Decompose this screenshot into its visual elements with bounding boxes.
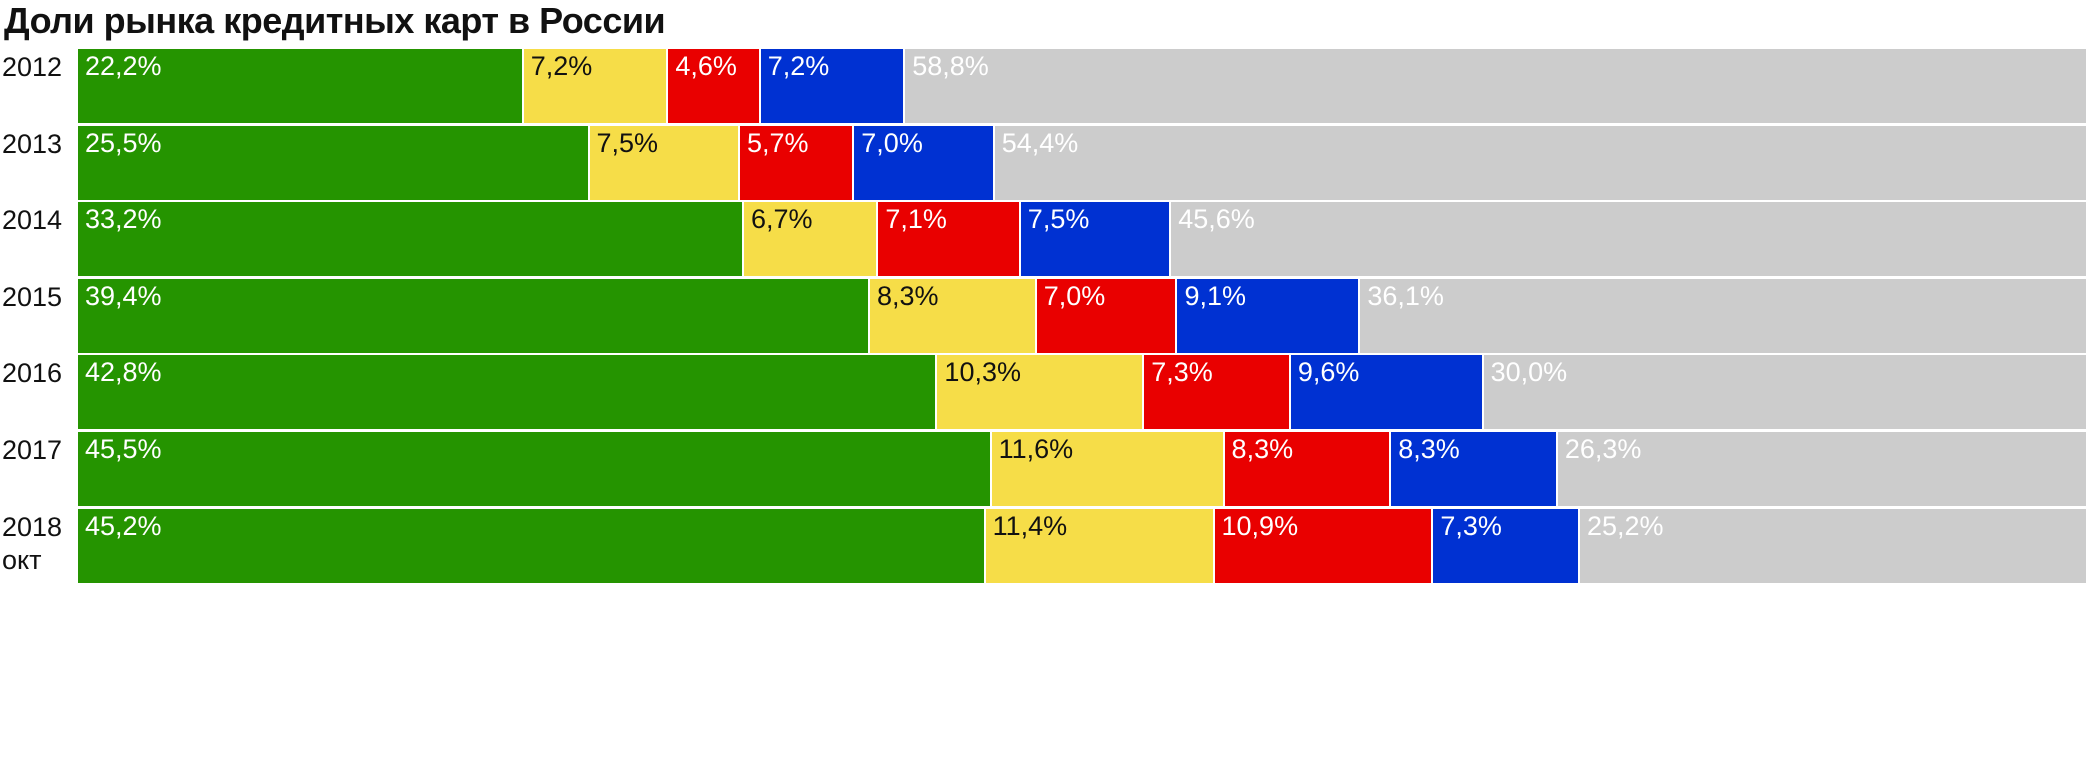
bar-segment-red: 4,6% [668, 49, 761, 123]
bar-row: 39,4% 8,3% 7,0% 9,1% 36,1% [78, 278, 2086, 353]
data-label: 7,1% [885, 204, 947, 235]
bar-segment-yellow: 6,7% [743, 202, 879, 277]
bar-segment-blue: 9,1% [1177, 278, 1361, 353]
data-label: 11,6% [998, 434, 1074, 464]
bar-segment-blue: 7,2% [760, 49, 906, 123]
data-label: 45,2% [85, 510, 162, 541]
data-label: 7,3% [1151, 357, 1213, 388]
bar-segment-gray: 54,4% [994, 125, 2086, 200]
data-label: 8,3% [1231, 434, 1294, 464]
bar-segment-gray: 25,2% [1579, 508, 2086, 583]
data-label: 9,1% [1184, 280, 1246, 311]
bar-segment-red: 7,1% [878, 202, 1021, 277]
bar-segment-green: 39,4% [78, 278, 870, 353]
year-label: 2013 [2, 128, 63, 159]
bar-segment-green: 45,2% [78, 508, 986, 583]
bar-segment-yellow: 7,2% [523, 49, 669, 123]
bar-segment-yellow: 8,3% [869, 278, 1037, 353]
data-label: 6,7% [750, 204, 813, 235]
bar-segment-gray: 36,1% [1360, 278, 2086, 353]
year-label: 2017 [2, 435, 63, 465]
year-label: 2016 [2, 358, 63, 389]
bar-segment-blue: 8,3% [1391, 432, 1558, 506]
bar-segment-blue: 7,0% [854, 125, 995, 200]
data-label: 22,2% [85, 51, 162, 81]
data-label: 36,1% [1367, 280, 1444, 311]
bar-segment-gray: 58,8% [905, 49, 2086, 123]
bar-segment-yellow: 11,6% [991, 432, 1225, 506]
data-label: 58,8% [912, 51, 989, 81]
year-label: 2014 [2, 205, 63, 236]
bar-segment-red: 7,0% [1036, 278, 1178, 353]
bar-segment-yellow: 11,4% [985, 508, 1215, 583]
bar-segment-gray: 26,3% [1557, 432, 2086, 506]
data-label: 7,2% [530, 51, 593, 81]
data-label: 42,8% [85, 357, 162, 388]
bar-segment-blue: 7,5% [1020, 202, 1172, 277]
bar-segment-blue: 9,6% [1290, 355, 1484, 430]
bar-segment-gray: 30,0% [1483, 355, 2086, 430]
data-label: 7,5% [1027, 204, 1090, 235]
bar-segment-green: 42,8% [78, 355, 938, 430]
data-label: 25,5% [85, 127, 162, 158]
data-label: 7,0% [861, 127, 923, 158]
bar-segment-gray: 45,6% [1171, 202, 2086, 277]
data-label: 10,3% [944, 357, 1021, 388]
bar-segment-green: 25,5% [78, 125, 590, 200]
chart-title: Доли рынка кредитных карт в России [4, 0, 666, 41]
data-label: 45,5% [85, 434, 162, 464]
bar-segment-green: 22,2% [78, 49, 524, 123]
data-label: 39,4% [85, 280, 162, 311]
data-label: 54,4% [1001, 127, 1079, 158]
data-label: 11,4% [992, 510, 1068, 541]
bar-segment-green: 45,5% [78, 432, 992, 506]
bar-segment-red: 7,3% [1144, 355, 1291, 430]
data-label: 10,9% [1221, 510, 1299, 541]
bar-row: 45,5% 11,6% 8,3% 8,3% 26,3% [78, 432, 2086, 506]
bar-row: 25,5% 7,5% 5,7% 7,0% 54,4% [78, 125, 2086, 200]
data-label: 7,2% [767, 51, 830, 81]
bar-segment-green: 33,2% [78, 202, 744, 277]
bar-segment-red: 10,9% [1214, 508, 1434, 583]
data-label: 7,3% [1440, 510, 1502, 541]
bar-segment-red: 8,3% [1224, 432, 1392, 506]
year-label: 2018 окт [2, 511, 63, 575]
bar-segment-blue: 7,3% [1433, 508, 1580, 583]
data-label: 7,5% [596, 127, 659, 158]
year-label: 2012 [2, 52, 63, 82]
data-label: 4,6% [675, 51, 737, 81]
data-label: 26,3% [1564, 434, 1642, 464]
bar-row: 33,2% 6,7% 7,1% 7,5% 45,6% [78, 202, 2086, 277]
data-label: 8,3% [876, 280, 939, 311]
bar-row: 22,2% 7,2% 4,6% 7,2% 58,8% [78, 49, 2086, 123]
bar-segment-red: 5,7% [739, 125, 855, 200]
year-label: 2015 [2, 281, 63, 312]
bar-segment-yellow: 10,3% [937, 355, 1145, 430]
bar-row: 42,8% 10,3% 7,3% 9,6% 30,0% [78, 355, 2086, 430]
data-label: 45,6% [1178, 204, 1255, 235]
data-label: 33,2% [85, 204, 162, 235]
data-label: 25,2% [1586, 510, 1664, 541]
data-label: 30,0% [1490, 357, 1568, 388]
bar-row: 45,2% 11,4% 10,9% 7,3% 25,2% [78, 508, 2086, 583]
data-label: 7,0% [1043, 280, 1106, 311]
bar-segment-yellow: 7,5% [589, 125, 740, 200]
data-label: 8,3% [1398, 434, 1460, 464]
data-label: 9,6% [1297, 357, 1360, 388]
data-label: 5,7% [746, 127, 809, 158]
